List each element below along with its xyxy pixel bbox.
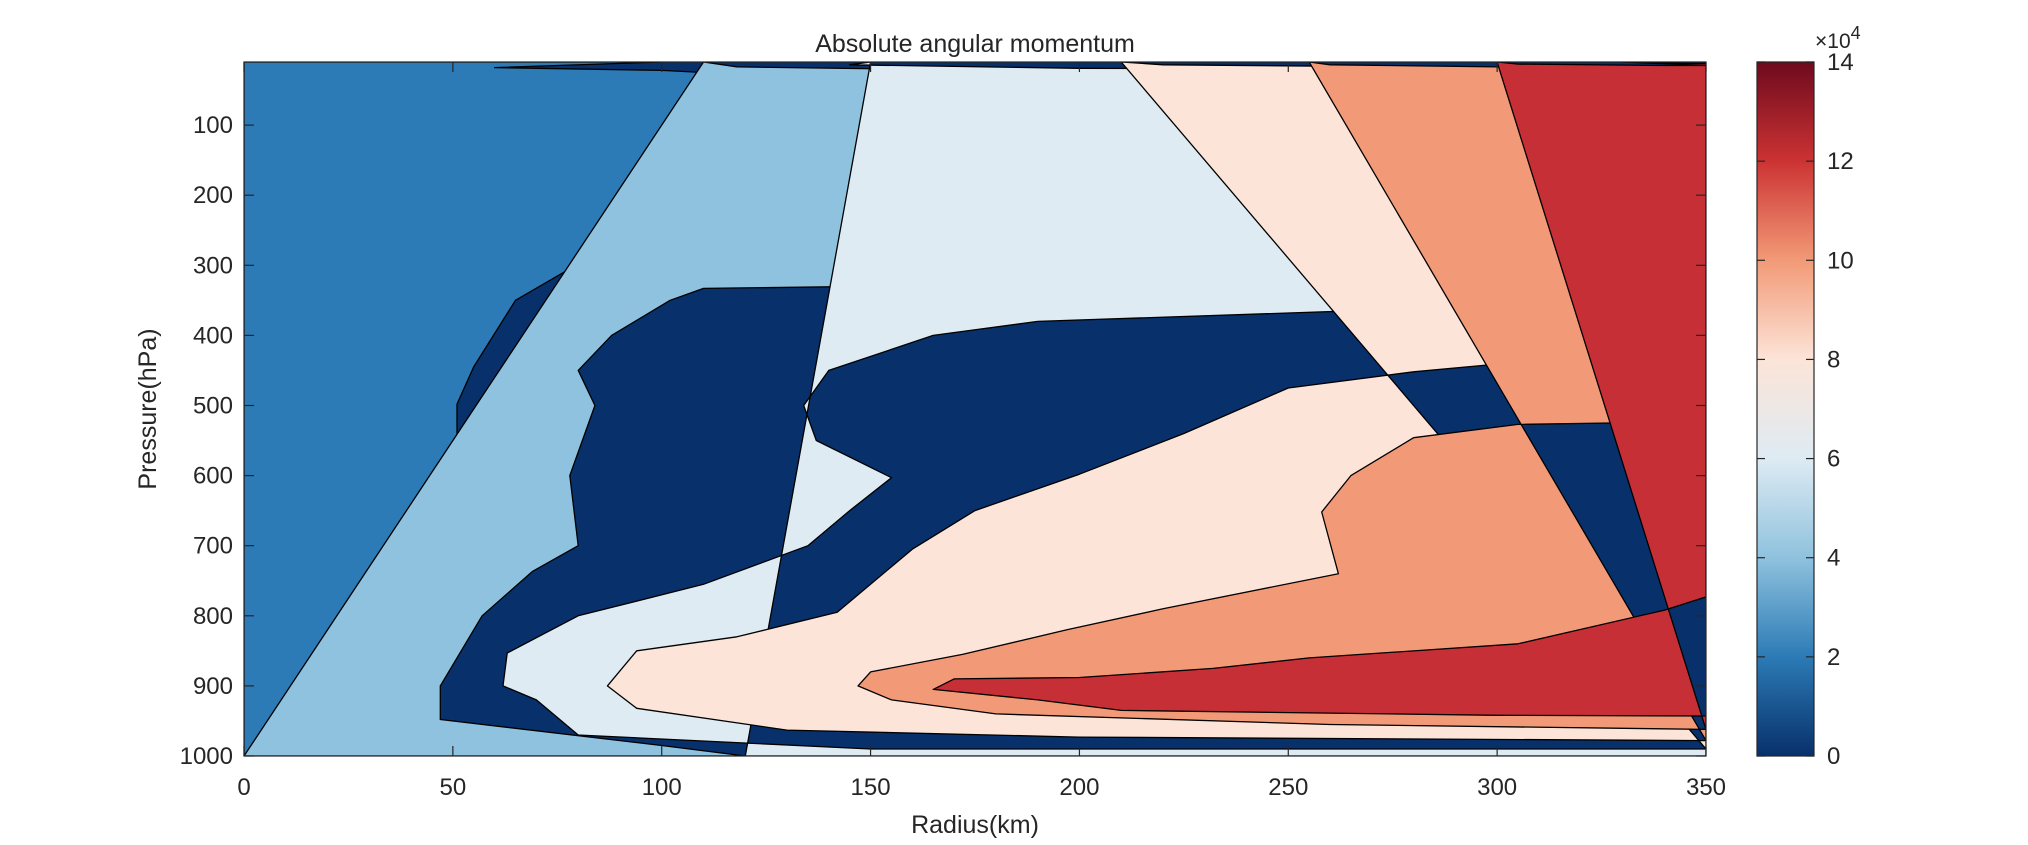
y-tick-label: 700 (193, 533, 233, 560)
y-tick-label: 500 (193, 392, 233, 419)
colorbar-tick-label: 2 (1827, 644, 1840, 671)
y-tick-label: 100 (193, 112, 233, 139)
x-tick-label: 250 (1268, 774, 1308, 801)
colorbar-tick-label: 6 (1827, 446, 1840, 473)
chart-title: Absolute angular momentum (815, 30, 1135, 58)
colorbar-exponent-base: ×10 (1815, 30, 1851, 53)
y-tick-label: 400 (193, 322, 233, 349)
plot-area (243, 61, 1707, 757)
plot-frame (243, 61, 1707, 757)
y-tick-label: 800 (193, 603, 233, 630)
colorbar-ticks: 0 2 4 6 8 10 12 14 (1757, 49, 1854, 770)
y-tick-label: 900 (193, 673, 233, 700)
x-tick-label: 0 (237, 774, 250, 801)
colorbar-tick-label: 12 (1827, 148, 1854, 175)
y-axis: 100 200 300 400 500 600 700 800 900 1000 (180, 112, 1706, 770)
x-axis-label: Radius(km) (911, 811, 1039, 839)
colorbar-tick-label: 8 (1827, 346, 1840, 373)
x-tick-label: 150 (851, 774, 891, 801)
y-tick-label: 300 (193, 252, 233, 279)
x-tick-label: 100 (642, 774, 682, 801)
contour-band-140k (1621, 62, 1706, 67)
x-tick-label: 200 (1059, 774, 1099, 801)
x-tick-label: 350 (1686, 774, 1726, 801)
x-tick-label: 300 (1477, 774, 1517, 801)
colorbar-tick-label: 14 (1827, 49, 1854, 76)
x-tick-label: 50 (440, 774, 467, 801)
colorbar-tick-label: 4 (1827, 545, 1840, 572)
colorbar-exponent-power: 4 (1851, 23, 1861, 43)
y-axis-label: Pressure(hPa) (134, 328, 162, 489)
colorbar-exponent: ×104 (1815, 23, 1861, 53)
x-axis: 0 50 100 150 200 250 300 350 (237, 62, 1726, 801)
colorbar-gradient (1756, 61, 1815, 757)
colorbar-tick-label: 0 (1827, 743, 1840, 770)
colorbar-tick-label: 10 (1827, 247, 1854, 274)
y-tick-label: 1000 (180, 743, 233, 770)
contour-fill-layer (244, 62, 1706, 756)
y-tick-label: 600 (193, 463, 233, 490)
contour-band-100k (857, 62, 1706, 742)
y-tick-label: 200 (193, 182, 233, 209)
